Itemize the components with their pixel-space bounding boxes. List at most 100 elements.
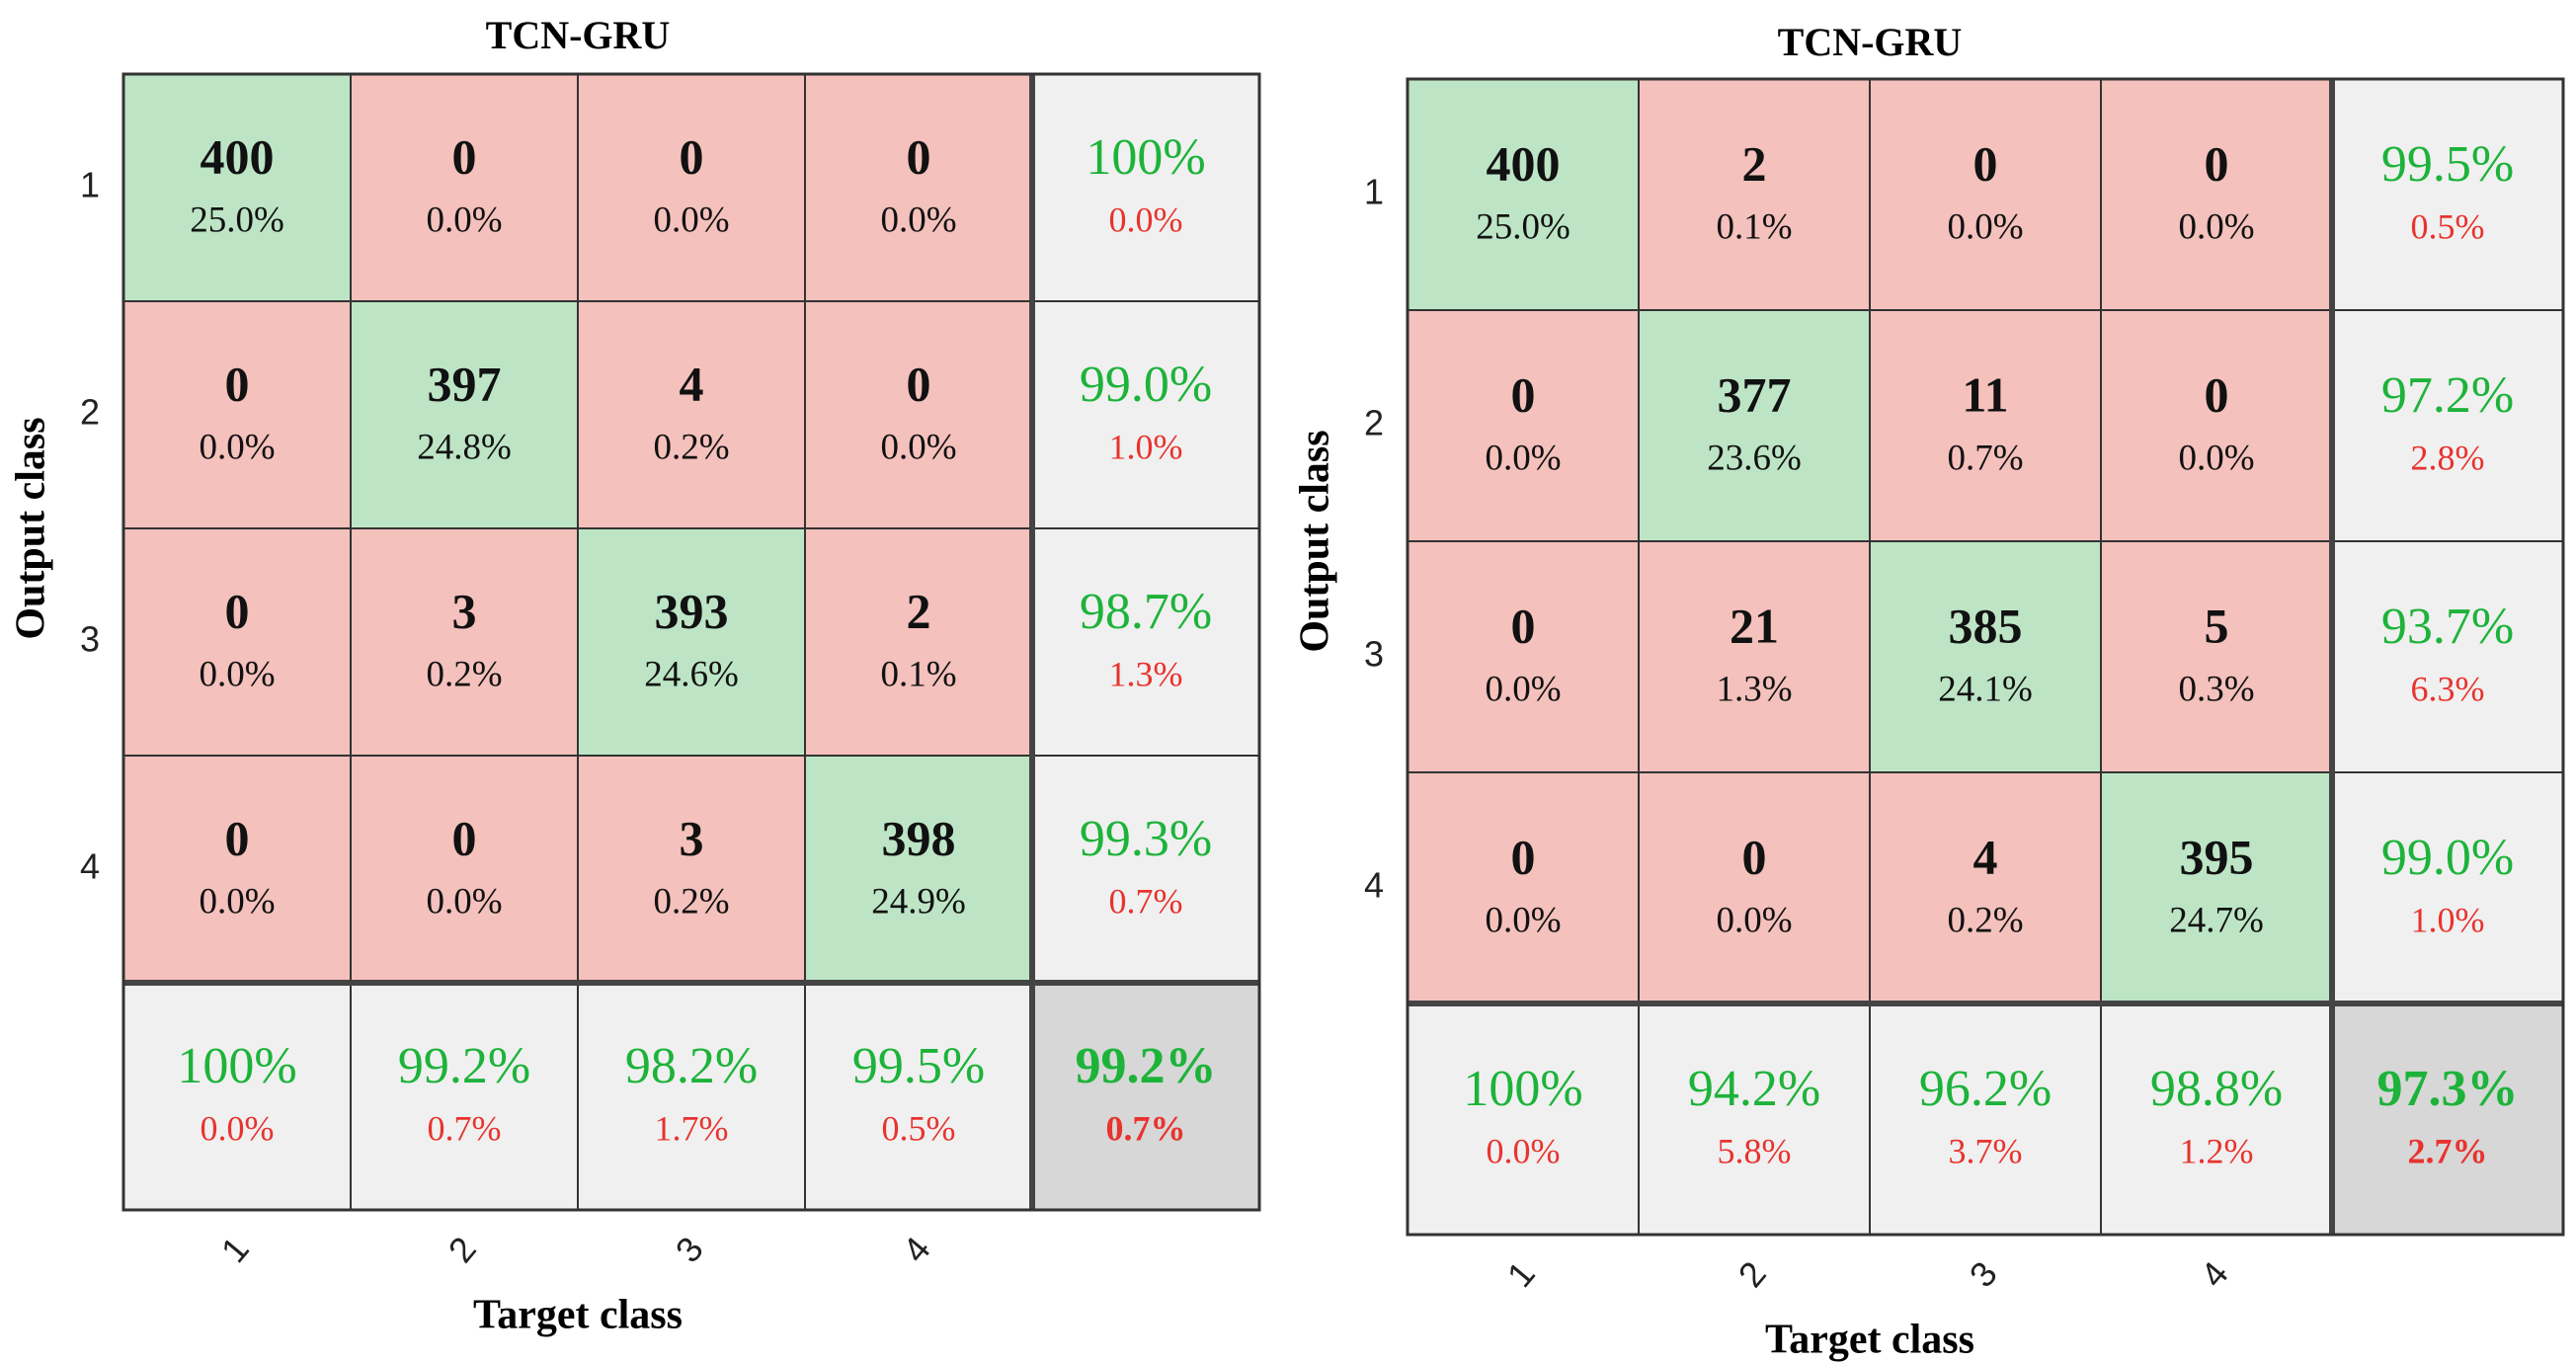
summary-correct: 99.5% bbox=[852, 1038, 985, 1094]
summary-error: 0.7% bbox=[428, 1108, 502, 1148]
cell-count: 400 bbox=[1487, 135, 1561, 191]
x-tick-label: 3 bbox=[1962, 1253, 2005, 1295]
summary-error: 0.5% bbox=[882, 1108, 956, 1148]
y-tick-label: 2 bbox=[80, 392, 100, 433]
summary-error: 0.0% bbox=[1109, 200, 1183, 239]
y-tick-label: 1 bbox=[80, 165, 100, 205]
cell-count: 3 bbox=[680, 810, 704, 865]
cell bbox=[1407, 1003, 1640, 1236]
cell-count: 0 bbox=[907, 356, 931, 411]
cell-percent: 0.0% bbox=[880, 427, 956, 467]
cell-count: 4 bbox=[1973, 829, 1998, 884]
cell bbox=[804, 982, 1033, 1211]
summary-error: 3.7% bbox=[1949, 1131, 2023, 1170]
cell-count: 2 bbox=[1742, 135, 1767, 191]
cell-count: 0 bbox=[2205, 135, 2229, 191]
y-axis-label: Output class bbox=[9, 417, 54, 639]
cell-percent: 24.1% bbox=[1938, 669, 2033, 709]
summary-correct: 99.2% bbox=[398, 1038, 530, 1094]
cell-count: 385 bbox=[1949, 598, 2023, 653]
cell-count: 0 bbox=[1742, 829, 1767, 884]
cell bbox=[1407, 78, 1640, 311]
cell-count: 4 bbox=[680, 356, 704, 411]
cell-percent: 24.9% bbox=[871, 881, 966, 922]
cell bbox=[1638, 1003, 1871, 1236]
cell bbox=[1031, 300, 1260, 529]
summary-correct: 99.5% bbox=[2381, 136, 2514, 193]
y-tick-label: 3 bbox=[80, 619, 100, 660]
cell-count: 21 bbox=[1730, 598, 1779, 653]
cell bbox=[1869, 309, 2102, 542]
cell-count: 393 bbox=[655, 583, 729, 638]
cell bbox=[577, 527, 806, 757]
cell bbox=[1407, 309, 1640, 542]
cell bbox=[2100, 1003, 2333, 1236]
cell bbox=[2100, 309, 2333, 542]
y-axis-label: Output class bbox=[1293, 430, 1338, 652]
cell bbox=[1031, 982, 1260, 1211]
cell-percent: 0.2% bbox=[653, 427, 729, 467]
summary-error: 0.5% bbox=[2411, 206, 2485, 246]
cell-percent: 0.0% bbox=[199, 654, 275, 694]
summary-error: 0.7% bbox=[1106, 1108, 1186, 1148]
cell-count: 0 bbox=[2205, 366, 2229, 422]
summary-correct: 99.0% bbox=[2381, 830, 2514, 886]
cell-count: 0 bbox=[452, 810, 477, 865]
summary-correct: 97.3% bbox=[2377, 1061, 2519, 1117]
cell bbox=[804, 300, 1033, 529]
cell-percent: 1.3% bbox=[1716, 669, 1792, 709]
summary-error: 1.0% bbox=[1109, 427, 1183, 466]
cell bbox=[1638, 540, 1871, 773]
cell bbox=[122, 982, 352, 1211]
x-tick-label: 4 bbox=[2193, 1253, 2236, 1295]
cell-percent: 0.2% bbox=[653, 881, 729, 922]
cell-count: 0 bbox=[225, 810, 250, 865]
x-tick-label: 1 bbox=[213, 1229, 257, 1270]
cell-count: 0 bbox=[1511, 829, 1536, 884]
summary-error: 0.0% bbox=[1487, 1131, 1561, 1170]
cell bbox=[577, 755, 806, 984]
cell-percent: 0.0% bbox=[426, 881, 502, 922]
cell bbox=[1031, 755, 1260, 984]
summary-error: 1.0% bbox=[2411, 900, 2485, 939]
x-axis-label: Target class bbox=[1765, 1318, 1974, 1363]
y-tick-label: 3 bbox=[1364, 634, 1384, 675]
chart-title: TCN-GRU bbox=[486, 13, 671, 57]
y-tick-label: 1 bbox=[1364, 172, 1384, 212]
summary-correct: 94.2% bbox=[1688, 1061, 1820, 1117]
cell-count: 5 bbox=[2205, 598, 2229, 653]
cell bbox=[1869, 771, 2102, 1004]
cell bbox=[577, 982, 806, 1211]
cell-percent: 0.2% bbox=[1947, 900, 2023, 940]
cell-percent: 0.0% bbox=[2178, 438, 2254, 478]
summary-error: 1.7% bbox=[655, 1108, 729, 1148]
cell-count: 0 bbox=[680, 128, 704, 184]
cell-percent: 0.0% bbox=[199, 427, 275, 467]
x-tick-label: 4 bbox=[895, 1229, 938, 1270]
summary-correct: 99.0% bbox=[1080, 357, 1212, 413]
cell-count: 2 bbox=[907, 583, 931, 638]
cell bbox=[350, 300, 579, 529]
summary-correct: 100% bbox=[1086, 129, 1205, 186]
cell bbox=[1031, 73, 1260, 302]
cell-percent: 25.0% bbox=[190, 200, 284, 240]
cell bbox=[804, 73, 1033, 302]
cell-count: 395 bbox=[2180, 829, 2254, 884]
x-tick-label: 1 bbox=[1499, 1253, 1543, 1295]
y-tick-label: 4 bbox=[1364, 865, 1384, 906]
summary-correct: 100% bbox=[1463, 1061, 1582, 1117]
cell bbox=[350, 982, 579, 1211]
cell-percent: 0.2% bbox=[426, 654, 502, 694]
x-tick-label: 2 bbox=[1731, 1253, 1774, 1295]
x-axis-label: Target class bbox=[473, 1293, 683, 1338]
cell-percent: 0.0% bbox=[426, 200, 502, 240]
summary-correct: 98.8% bbox=[2150, 1061, 2283, 1117]
cell bbox=[1407, 771, 1640, 1004]
cell bbox=[122, 755, 352, 984]
cell-percent: 0.0% bbox=[1485, 438, 1561, 478]
summary-correct: 98.2% bbox=[625, 1038, 758, 1094]
cell bbox=[122, 73, 352, 302]
cell-count: 11 bbox=[1962, 366, 2008, 422]
summary-error: 0.0% bbox=[201, 1108, 275, 1148]
frame bbox=[121, 72, 1261, 1212]
